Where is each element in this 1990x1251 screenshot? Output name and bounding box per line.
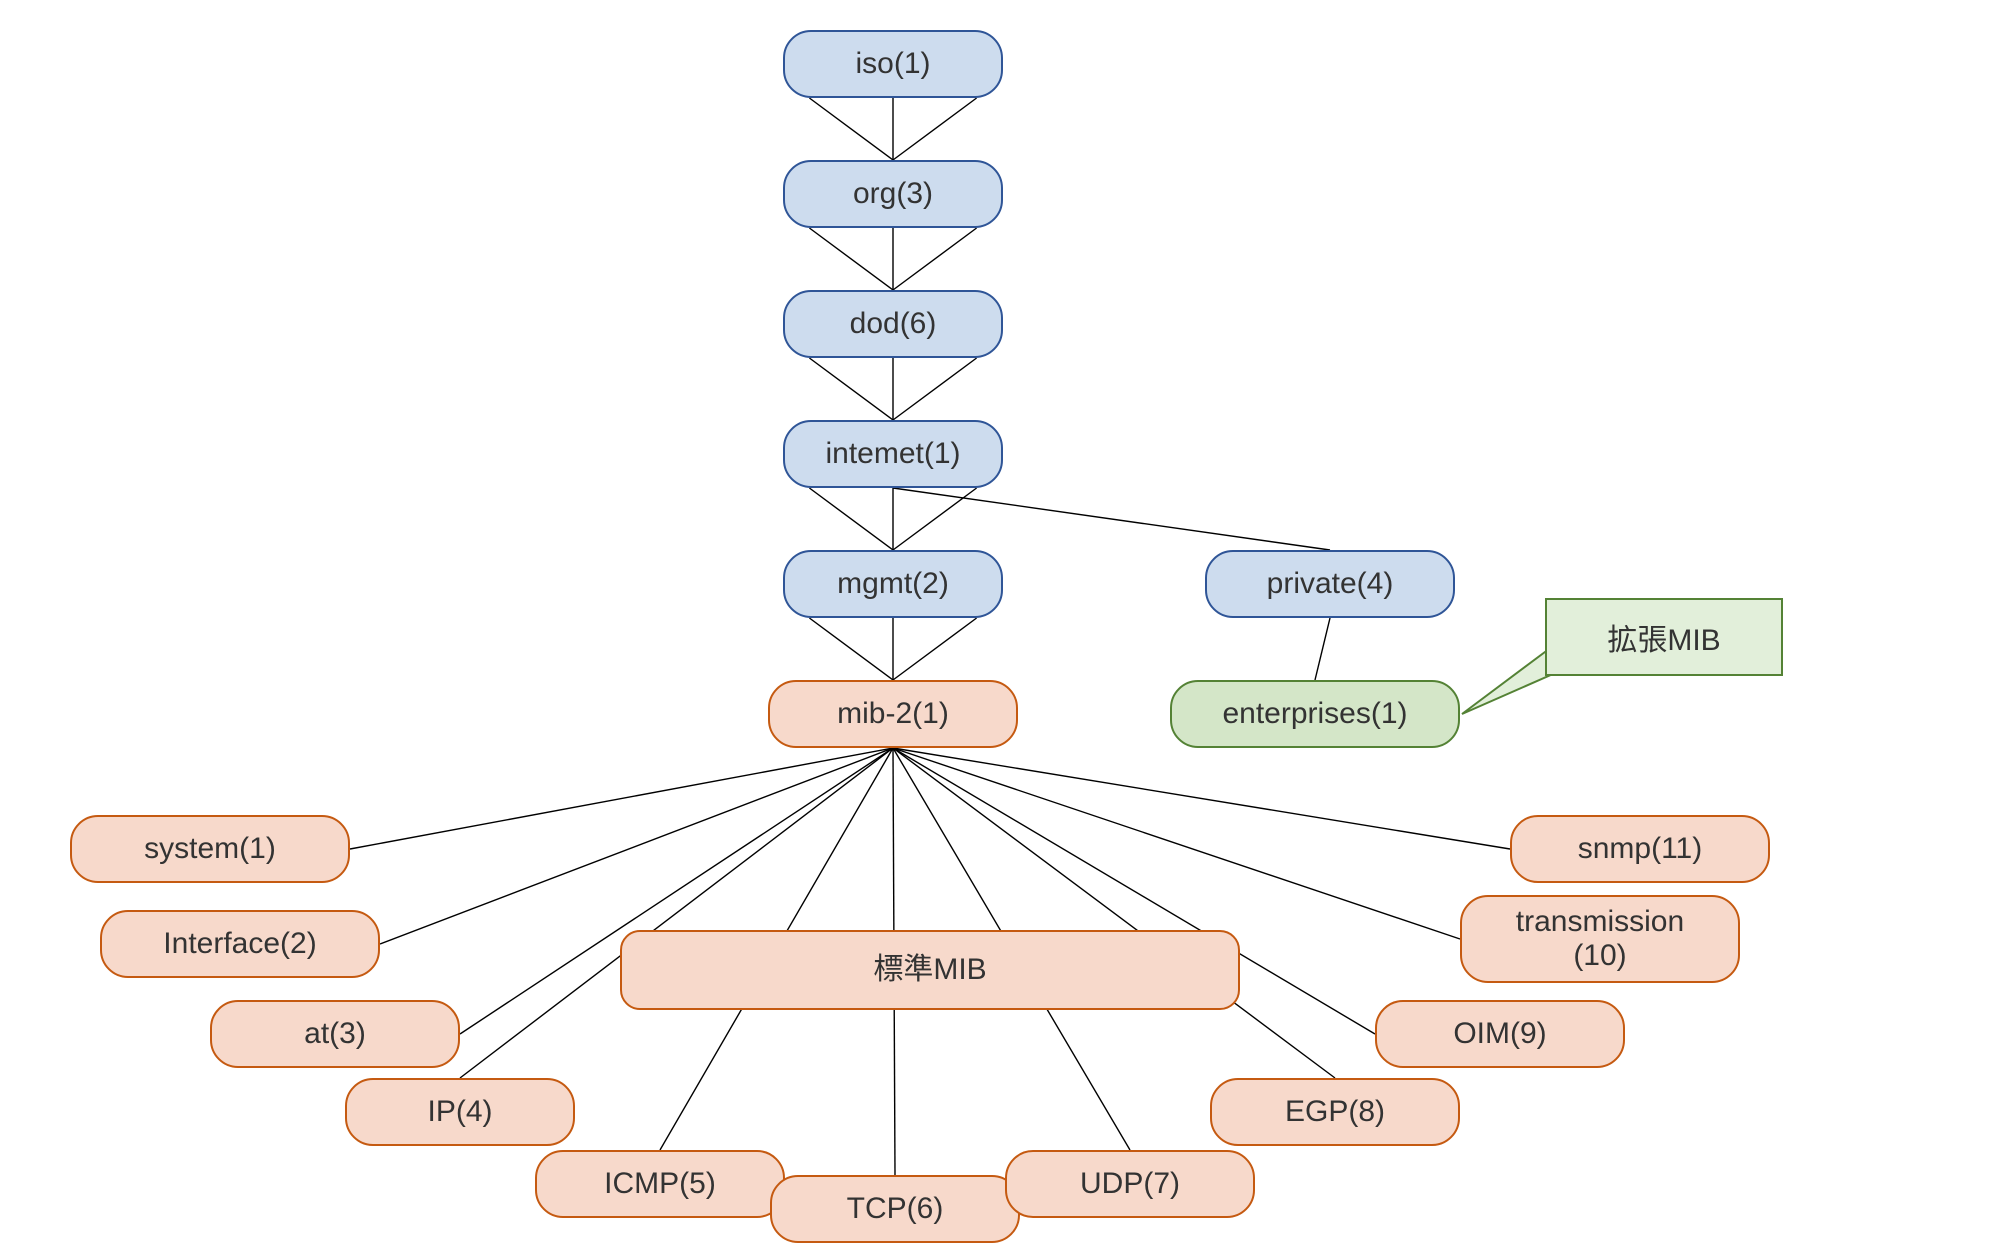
node-label-at: at(3) <box>304 1017 366 1052</box>
node-label-transmission: transmission (10) <box>1516 905 1684 974</box>
node-label-udp: UDP(7) <box>1080 1167 1180 1202</box>
node-dod: dod(6) <box>783 290 1003 358</box>
node-label-system: system(1) <box>144 832 276 867</box>
node-oim: OIM(9) <box>1375 1000 1625 1068</box>
node-label-icmp: ICMP(5) <box>604 1167 716 1202</box>
node-egp: EGP(8) <box>1210 1078 1460 1146</box>
node-label-mib2: mib-2(1) <box>837 697 949 732</box>
node-transmission: transmission (10) <box>1460 895 1740 983</box>
node-label-enterprises: enterprises(1) <box>1222 697 1407 732</box>
node-label-tcp: TCP(6) <box>847 1192 944 1227</box>
node-label-dod: dod(6) <box>850 307 937 342</box>
node-udp: UDP(7) <box>1005 1150 1255 1218</box>
node-label-iso: iso(1) <box>855 47 930 82</box>
node-org: org(3) <box>783 160 1003 228</box>
node-label-stdmib: 標準MIB <box>873 953 986 988</box>
node-label-ip: IP(4) <box>427 1095 492 1130</box>
node-ip: IP(4) <box>345 1078 575 1146</box>
node-label-oim: OIM(9) <box>1453 1017 1546 1052</box>
node-private: private(4) <box>1205 550 1455 618</box>
node-internet: intemet(1) <box>783 420 1003 488</box>
callout-pointer <box>1462 646 1553 714</box>
node-label-org: org(3) <box>853 177 933 212</box>
callout-label: 拡張MIB <box>1607 615 1720 659</box>
node-interface: Interface(2) <box>100 910 380 978</box>
node-label-snmp: snmp(11) <box>1578 832 1702 867</box>
node-label-egp: EGP(8) <box>1285 1095 1385 1130</box>
node-snmp: snmp(11) <box>1510 815 1770 883</box>
diagram-stage: iso(1) org(3) dod(6) intemet(1) mgmt(2) priva… <box>0 0 1990 1251</box>
node-label-mgmt: mgmt(2) <box>837 567 949 602</box>
node-label-interface: Interface(2) <box>163 927 316 962</box>
node-iso: iso(1) <box>783 30 1003 98</box>
node-icmp: ICMP(5) <box>535 1150 785 1218</box>
node-tcp: TCP(6) <box>770 1175 1020 1243</box>
node-mgmt: mgmt(2) <box>783 550 1003 618</box>
callout-box: 拡張MIB <box>1545 598 1783 676</box>
node-stdmib: 標準MIB <box>620 930 1240 1010</box>
node-label-internet: intemet(1) <box>825 437 960 472</box>
node-system: system(1) <box>70 815 350 883</box>
node-at: at(3) <box>210 1000 460 1068</box>
node-mib2: mib-2(1) <box>768 680 1018 748</box>
node-enterprises: enterprises(1) <box>1170 680 1460 748</box>
node-label-private: private(4) <box>1267 567 1394 602</box>
